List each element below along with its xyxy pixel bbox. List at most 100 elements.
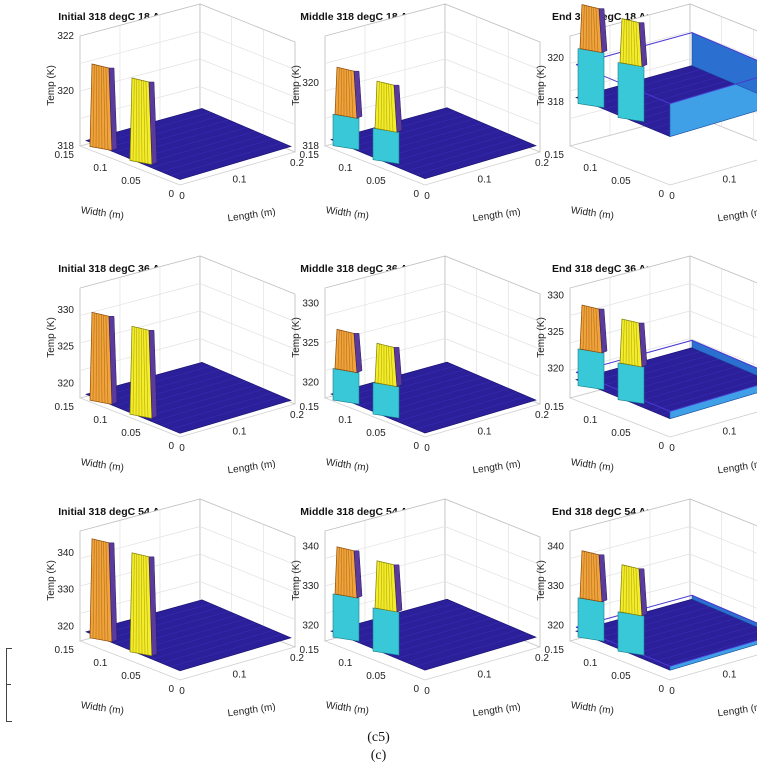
tab-orange-stripe <box>346 331 348 371</box>
tab-orange-stripe <box>582 551 585 599</box>
plate-mesh <box>651 631 757 663</box>
wall-grid <box>689 31 757 59</box>
tab-orange-stripe <box>593 553 596 601</box>
y-axis-label: Width (m) <box>570 700 614 717</box>
x-axis-label: Length (m) <box>227 207 276 225</box>
tab-orange-stripe <box>582 5 585 50</box>
x-tick-label: 0.2 <box>290 158 304 169</box>
tab-yellow-stripe <box>132 553 135 653</box>
z-axis-label: Temp (K) <box>536 560 547 601</box>
y-tick-label: 0.1 <box>338 415 352 426</box>
y-tick-label: 0.15 <box>55 645 75 656</box>
tab-orange-stripe <box>591 6 593 51</box>
z-tick-label: 325 <box>302 338 319 349</box>
y-axis-label: Width (m) <box>325 700 369 717</box>
y-axis-label: Width (m) <box>570 457 614 474</box>
surface-plot-6: End 318 degC 36 Amps SOH 91330325320Temp… <box>536 255 757 476</box>
tab-yellow-stripe <box>635 568 639 616</box>
tab-yellow-side <box>148 81 158 165</box>
tab-yellow-side <box>638 322 648 368</box>
tab-orange-stripe <box>585 5 587 50</box>
tab-orange-stripe <box>95 313 97 402</box>
y-tick-label: 0 <box>413 189 419 200</box>
plate-mesh <box>170 142 283 176</box>
z-axis-label: Temp (K) <box>291 317 302 358</box>
x-tick-label: 0 <box>669 443 675 454</box>
y-tick-label: 0.15 <box>545 645 565 656</box>
plate-surface <box>575 598 757 671</box>
tab-orange-stripe <box>101 66 103 149</box>
tab-yellow-stripe <box>135 79 137 162</box>
tab-orange-stripe <box>350 70 354 118</box>
y-axis-label: Width (m) <box>80 700 124 717</box>
y-tick-label: 0.15 <box>300 150 320 161</box>
plate-mesh <box>396 388 510 422</box>
tab-yellow-stripe <box>625 19 627 64</box>
plate-rim-front <box>669 385 757 420</box>
wall-grid <box>199 338 296 377</box>
tab-orange-stripe <box>92 539 95 639</box>
tab-yellow-stripe <box>135 553 137 653</box>
z-tick-label: 320 <box>547 53 564 64</box>
y-tick-label: 0 <box>168 684 174 695</box>
tab-orange-stripe <box>595 554 599 602</box>
tab-yellow-stripe <box>380 561 382 610</box>
tab-yellow-side <box>148 556 158 657</box>
plate-mesh <box>151 388 265 422</box>
tab-yellow-stripe <box>135 327 137 416</box>
z-tick-label: 320 <box>57 621 74 632</box>
x-tick-label: 0 <box>179 686 185 697</box>
tab-orange-shoulder <box>332 593 360 642</box>
tab-orange-side <box>108 67 118 151</box>
z-axis-label: Temp (K) <box>536 65 547 106</box>
plate-mesh <box>142 384 256 418</box>
y-tick-label: 0.1 <box>93 658 107 669</box>
wall-grid <box>444 338 541 377</box>
z-tick-label: 322 <box>57 31 74 42</box>
y-tick-label: 0.05 <box>366 428 386 439</box>
z-axis-label: Temp (K) <box>291 65 302 106</box>
tab-yellow-shoulder <box>372 607 400 656</box>
wall-grid <box>199 58 296 98</box>
z-tick-label: 320 <box>547 364 564 375</box>
z-tick-label: 318 <box>57 141 74 152</box>
tab-orange-stripe <box>593 307 596 352</box>
y-tick-label: 0.05 <box>611 176 631 187</box>
x-tick-label: 0.1 <box>478 670 492 681</box>
tab-orange-stripe <box>101 314 103 403</box>
tab-orange-stripe <box>340 330 342 370</box>
tab-orange-side <box>108 316 118 405</box>
tab-orange-stripe <box>585 306 587 351</box>
wall-grid <box>689 283 757 311</box>
y-tick-label: 0 <box>658 684 664 695</box>
z-axis-label: Temp (K) <box>291 560 302 601</box>
tab-yellow-stripe <box>390 84 394 132</box>
x-tick-label: 0.1 <box>478 175 492 186</box>
tab-orange-side <box>108 542 118 643</box>
z-tick-label: 330 <box>57 585 74 596</box>
x-axis-label: Length (m) <box>717 207 757 225</box>
tab-yellow-side <box>393 347 403 388</box>
tab-orange-stripe <box>95 65 97 148</box>
wall-grid <box>689 310 757 339</box>
tab-orange-shoulder <box>332 368 360 405</box>
x-tick-label: 0 <box>424 191 430 202</box>
wall-grid <box>444 581 541 620</box>
y-axis-label: Width (m) <box>325 205 369 222</box>
tab-yellow-stripe <box>631 20 633 65</box>
z-tick-label: 340 <box>547 542 564 553</box>
tab-orange-stripe <box>350 550 354 598</box>
wall-grid <box>199 31 296 70</box>
x-tick-label: 0.2 <box>535 158 549 169</box>
x-axis-label: Length (m) <box>472 702 521 720</box>
tab-yellow-stripe <box>386 345 388 385</box>
wall-grid <box>689 338 757 366</box>
tab-yellow-stripe <box>377 343 380 384</box>
tab-yellow-stripe <box>390 564 394 612</box>
z-tick-label: 318 <box>547 97 564 108</box>
x-axis-label: Length (m) <box>717 702 757 720</box>
wall-grid <box>324 283 446 316</box>
plate-mesh <box>142 622 256 656</box>
tab-yellow-stripe <box>145 556 149 656</box>
